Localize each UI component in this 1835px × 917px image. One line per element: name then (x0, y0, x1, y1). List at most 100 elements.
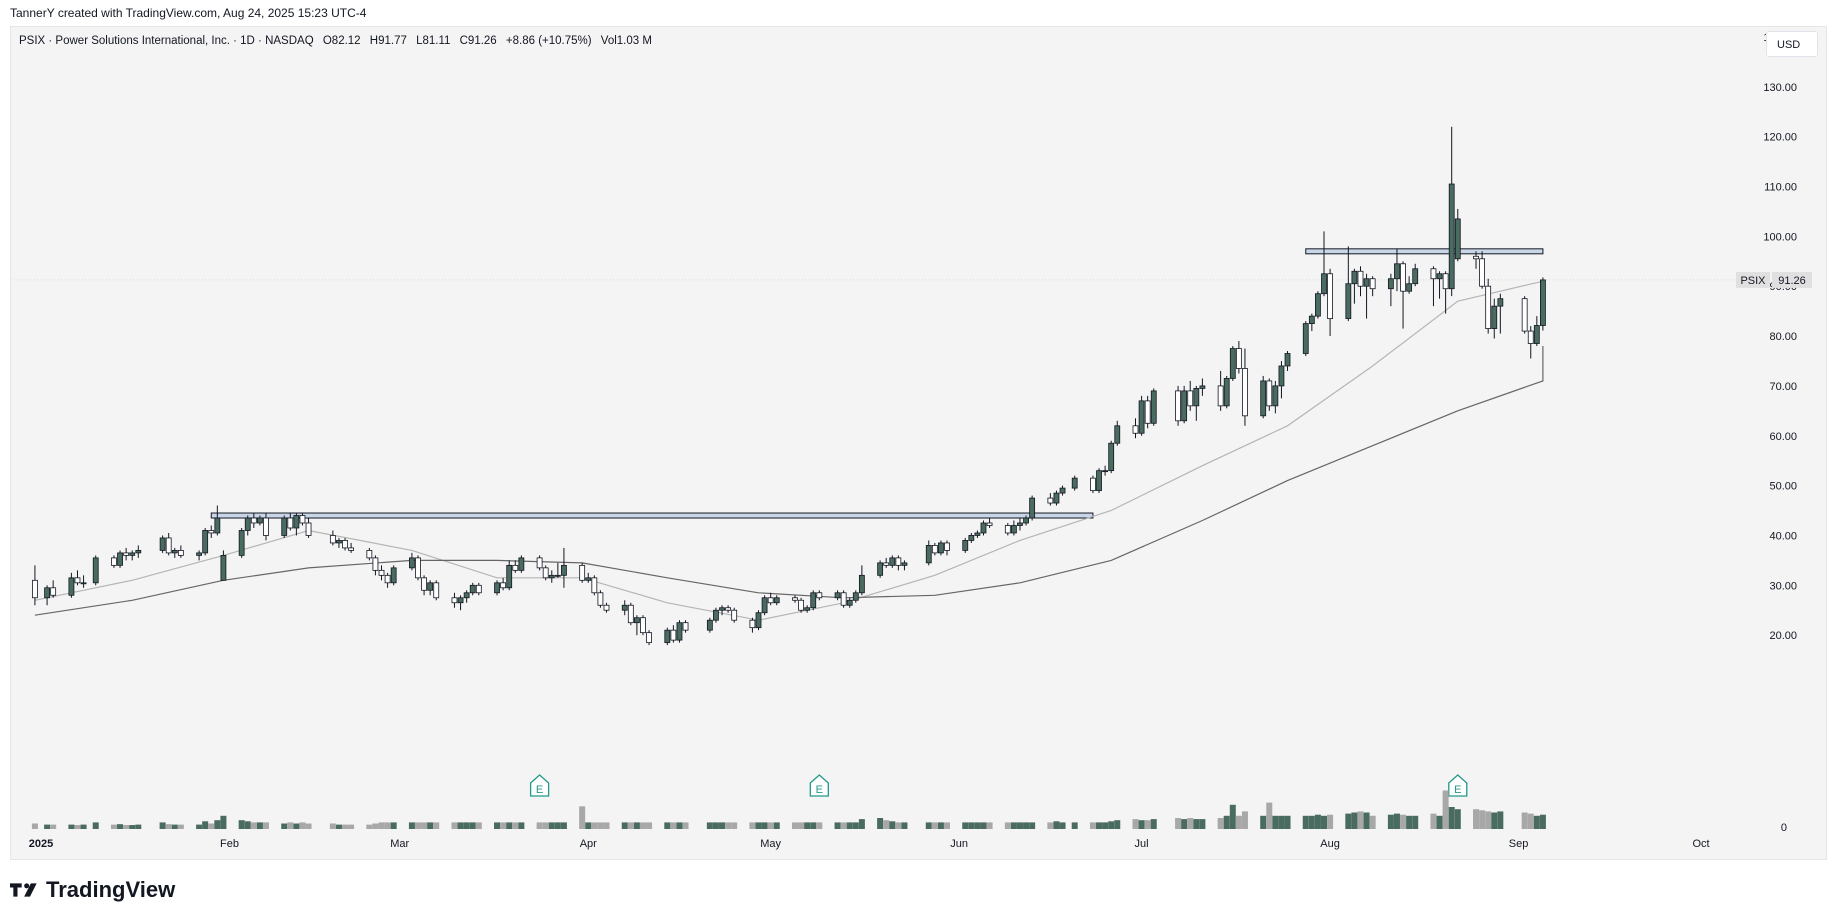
volume-bar (433, 822, 440, 829)
candle-body (986, 522, 993, 526)
volume-bar (1016, 822, 1023, 829)
volume-bar (767, 822, 774, 829)
volume-bar (372, 823, 379, 829)
volume-bar (1412, 815, 1419, 829)
candle-body (342, 540, 348, 549)
volume-bar (74, 825, 81, 829)
volume-bar (390, 822, 397, 829)
candle-body (427, 582, 434, 591)
volume-bar (1363, 812, 1370, 829)
volume-bar (579, 806, 586, 829)
candle-body (506, 564, 513, 589)
resistance-zone (1305, 248, 1544, 255)
candle-body (719, 607, 725, 611)
candle-body (293, 515, 300, 529)
candle-body (1491, 305, 1498, 329)
volume-bar (287, 822, 294, 829)
candle-body (123, 552, 130, 556)
price-label-ticker-box (1736, 271, 1770, 288)
volume-bar (299, 822, 306, 829)
candle-body (1010, 525, 1017, 534)
volume-bar (1229, 804, 1236, 829)
candle-body (305, 522, 312, 536)
candle-body (421, 577, 427, 591)
currency-button[interactable]: USD (1766, 31, 1818, 57)
candle-body (111, 557, 117, 566)
volume-bar (1308, 815, 1315, 829)
candle-body (1521, 298, 1528, 332)
candle-body (238, 530, 245, 556)
volume-bar (1272, 815, 1279, 829)
volume-bar (208, 823, 215, 829)
candle-body (1132, 425, 1139, 434)
candle-body (1473, 255, 1479, 260)
candle-body (451, 597, 458, 604)
price-label-value: 91.26 (1778, 275, 1806, 287)
candle-body (944, 542, 950, 551)
candle-body (1278, 365, 1285, 387)
earnings-marker-icon (809, 774, 829, 797)
volume-bar (1436, 815, 1443, 829)
volume-bar (1485, 811, 1492, 829)
price-chart[interactable]: 20.0030.0040.0050.0060.0070.0080.0090.00… (11, 27, 1826, 859)
earnings-marker-label: E (536, 784, 543, 796)
x-tick-label: Feb (220, 838, 239, 850)
volume-bar (852, 822, 859, 829)
volume-bar (670, 822, 677, 829)
candle-body (901, 562, 908, 566)
candle-body (202, 530, 209, 554)
candle-body (1144, 400, 1151, 424)
volume-bar (177, 824, 184, 829)
volume-bar (731, 822, 738, 829)
candle-body (858, 574, 865, 594)
candle-body (1138, 400, 1145, 434)
volume-bar (664, 822, 671, 829)
candle-body (378, 569, 385, 576)
volume-bar (506, 822, 513, 829)
volume-bar (877, 818, 884, 829)
volume-bar (165, 824, 172, 829)
candle-body (1302, 323, 1309, 354)
tradingview-logo[interactable]: TradingView (10, 877, 175, 903)
volume-bar (414, 822, 421, 829)
volume-bar (196, 824, 203, 829)
candle-body (1351, 270, 1358, 285)
change-value: +8.86 (+10.75%) (505, 35, 592, 47)
candle-body (889, 557, 896, 566)
chart-frame[interactable]: 20.0030.0040.0050.0060.0070.0080.0090.00… (10, 26, 1827, 860)
volume-bar (80, 824, 87, 829)
price-label-ticker: PSIX (1740, 275, 1766, 287)
volume-bar (366, 824, 373, 829)
x-tick-label: May (760, 838, 781, 850)
candle-body (895, 557, 902, 566)
candle-body (1430, 268, 1437, 280)
volume-bar (536, 822, 543, 829)
volume-bar (1327, 814, 1334, 829)
candle-body (877, 562, 884, 576)
candle-body (603, 604, 610, 611)
volume-bar (214, 820, 221, 829)
volume-bar (348, 824, 355, 829)
candle-body (1387, 278, 1394, 290)
candle-body (554, 574, 561, 577)
volume-bar (986, 822, 993, 829)
volume-bar (1393, 813, 1400, 829)
volume-value: Vol1.03 M (600, 35, 652, 47)
candle-body (1242, 368, 1248, 417)
candle-body (165, 537, 172, 554)
volume-bar (494, 822, 501, 829)
candle-body (731, 609, 738, 621)
candle-body (597, 592, 604, 606)
candle-body (129, 552, 136, 556)
volume-bar (262, 822, 269, 829)
volume-bar (840, 822, 847, 829)
candle-body (1071, 477, 1078, 489)
candle-body (1150, 390, 1157, 424)
volume-bar (1321, 815, 1328, 829)
volume-bar (1108, 821, 1115, 829)
candle-body (579, 564, 586, 581)
volume-bar (1132, 819, 1139, 829)
volume-bar (123, 825, 130, 829)
candle-body (299, 515, 306, 524)
candle-body (627, 604, 634, 624)
